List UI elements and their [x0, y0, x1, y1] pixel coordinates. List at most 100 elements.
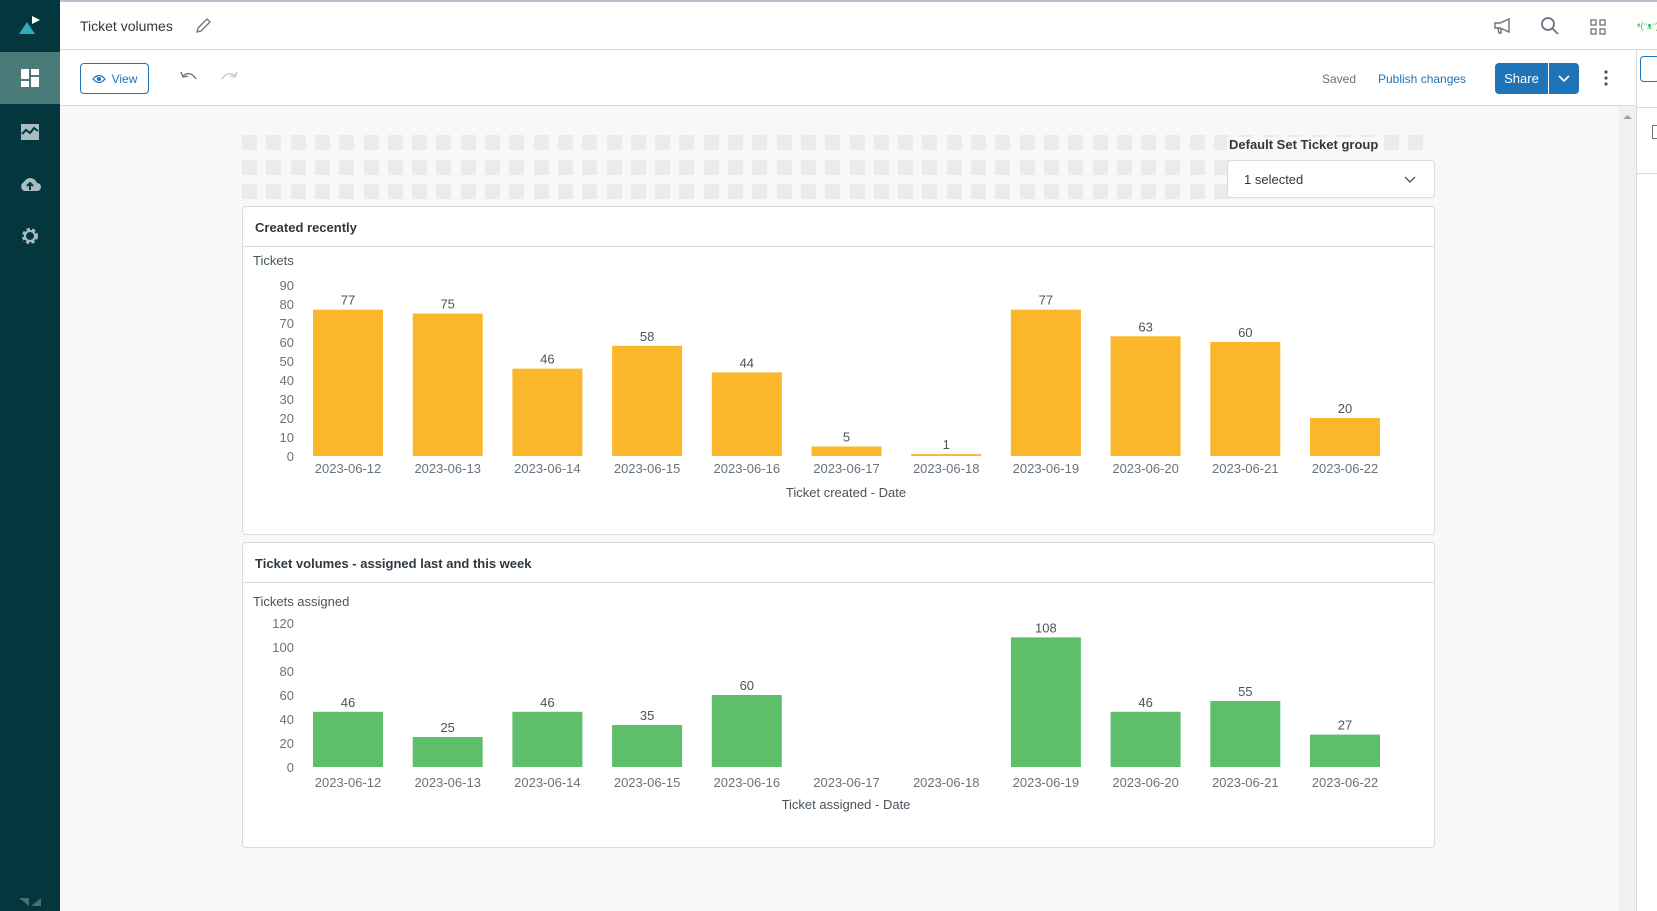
- placeholder-square: [339, 135, 355, 150]
- ticket-group-filter-dropdown[interactable]: 1 selected: [1227, 160, 1435, 198]
- right-panel-button[interactable]: [1640, 56, 1657, 82]
- chart-panel-created-recently: Created recently: [242, 206, 1435, 535]
- placeholder-square: [922, 184, 938, 199]
- sidebar-item-dashboards[interactable]: [0, 52, 60, 104]
- placeholder-square: [728, 135, 743, 150]
- placeholder-square: [436, 135, 452, 150]
- placeholder-square: [971, 160, 986, 175]
- placeholder-square: [679, 160, 695, 175]
- apps-button[interactable]: [1590, 19, 1606, 40]
- placeholder-square: [800, 135, 816, 150]
- redo-button[interactable]: [219, 70, 239, 89]
- placeholder-square: [728, 160, 743, 175]
- eye-icon: [91, 74, 106, 83]
- app-logo[interactable]: [0, 0, 60, 50]
- share-button[interactable]: Share: [1495, 63, 1548, 94]
- undo-button[interactable]: [179, 70, 199, 89]
- placeholder-square: [266, 184, 282, 199]
- placeholder-square: [606, 135, 622, 150]
- placeholder-square: [1165, 184, 1181, 199]
- placeholder-square: [630, 160, 646, 175]
- placeholder-square: [1043, 160, 1059, 175]
- placeholder-square: [339, 160, 355, 175]
- placeholder-square: [922, 135, 938, 150]
- placeholder-square: [509, 160, 525, 175]
- placeholder-square: [776, 160, 792, 175]
- placeholder-square: [1189, 135, 1205, 150]
- user-menu[interactable]: ᵜ(ᵔᴥᵔ): [1637, 21, 1657, 31]
- placeholder-square: [971, 135, 986, 150]
- placeholder-square: [485, 135, 500, 150]
- divider: [1637, 173, 1657, 174]
- more-options-button[interactable]: [1603, 70, 1609, 91]
- placeholder-square: [800, 184, 816, 199]
- panel-title: Ticket volumes - assigned last and this …: [255, 556, 532, 571]
- placeholder-square: [363, 135, 379, 150]
- view-button[interactable]: View: [80, 63, 149, 94]
- publish-changes-link[interactable]: Publish changes: [1378, 72, 1467, 86]
- placeholder-square: [825, 160, 841, 175]
- chart-panel-assigned: Ticket volumes - assigned last and this …: [242, 542, 1435, 848]
- zendesk-icon: [19, 897, 41, 906]
- placeholder-square: [533, 160, 549, 175]
- placeholder-square: [1141, 184, 1157, 199]
- placeholder-square: [1141, 135, 1157, 150]
- placeholder-square: [825, 135, 841, 150]
- placeholder-square: [242, 135, 257, 150]
- kebab-icon: [1604, 70, 1608, 86]
- placeholder-square: [1043, 184, 1059, 199]
- main-scrollbar[interactable]: [1619, 106, 1636, 911]
- placeholder-square: [1141, 160, 1157, 175]
- placeholder-square: [1116, 160, 1132, 175]
- placeholder-square: [752, 135, 768, 150]
- sidebar-item-reports[interactable]: [0, 106, 60, 158]
- placeholder-square: [509, 135, 525, 150]
- placeholder-square: [460, 160, 476, 175]
- placeholder-square: [898, 184, 914, 199]
- announcements-button[interactable]: [1493, 17, 1513, 40]
- panel-title: Created recently: [255, 220, 357, 235]
- placeholder-square: [387, 135, 403, 150]
- placeholder-square: [1068, 160, 1084, 175]
- placeholder-square: [825, 184, 841, 199]
- placeholder-square: [460, 135, 476, 150]
- layout-icon[interactable]: [1652, 125, 1657, 139]
- placeholder-square: [873, 184, 889, 199]
- placeholder-square: [460, 184, 476, 199]
- sidebar-item-datasets[interactable]: [0, 158, 60, 210]
- placeholder-square: [1214, 135, 1229, 150]
- placeholder-square: [606, 184, 622, 199]
- edit-title-button[interactable]: [194, 17, 212, 40]
- placeholder-square: [679, 135, 695, 150]
- placeholder-square: [266, 160, 282, 175]
- placeholder-square: [1068, 135, 1084, 150]
- placeholder-square: [1092, 184, 1108, 199]
- placeholder-square: [557, 184, 573, 199]
- placeholder-square: [849, 135, 865, 150]
- placeholder-square: [314, 184, 330, 199]
- divider: [1637, 107, 1657, 108]
- panel-divider: [243, 246, 1434, 247]
- placeholder-square: [1408, 135, 1424, 150]
- pencil-icon: [196, 18, 211, 33]
- sidebar-item-admin[interactable]: [0, 210, 60, 262]
- placeholder-square: [412, 135, 428, 150]
- placeholder-square: [485, 160, 500, 175]
- placeholder-square: [1165, 135, 1181, 150]
- placeholder-square: [290, 135, 306, 150]
- gear-icon: [22, 228, 38, 244]
- placeholder-square: [946, 160, 962, 175]
- placeholder-square: [655, 160, 671, 175]
- placeholder-square: [800, 160, 816, 175]
- placeholder-square: [242, 184, 257, 199]
- redo-icon: [221, 71, 238, 80]
- placeholder-square: [1019, 135, 1035, 150]
- scroll-up-icon[interactable]: [1619, 112, 1636, 122]
- placeholder-square: [1068, 184, 1084, 199]
- placeholder-square: [995, 135, 1011, 150]
- placeholder-square: [363, 184, 379, 199]
- panel-divider: [243, 582, 1434, 583]
- share-options-button[interactable]: [1549, 63, 1579, 94]
- placeholder-square: [776, 184, 792, 199]
- search-button[interactable]: [1540, 16, 1560, 41]
